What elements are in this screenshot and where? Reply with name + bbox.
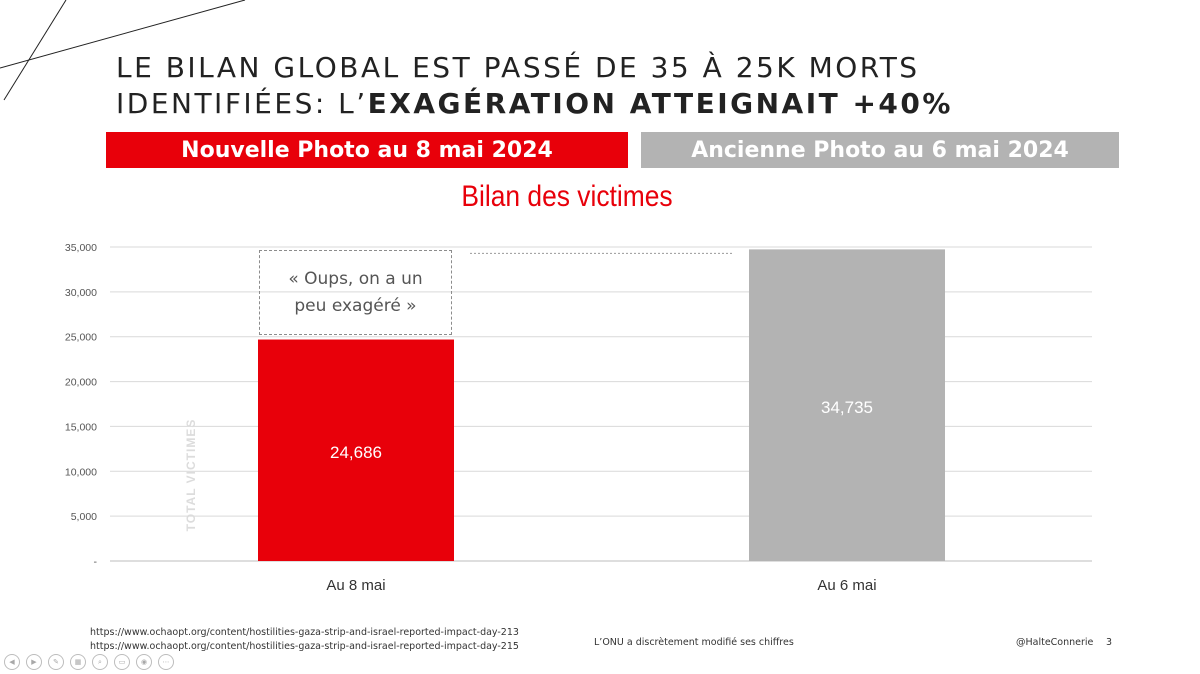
slideshow-controls: ◀ ▶ ✎ ▦ ⌕ ▭ ◉ ⋯: [4, 654, 174, 670]
slides-icon[interactable]: ▦: [70, 654, 86, 670]
more-icon[interactable]: ⋯: [158, 654, 174, 670]
chart-title: Bilan des victimes: [461, 180, 673, 213]
y-tick-label: 30,000: [65, 287, 97, 299]
new-photo-banner: Nouvelle Photo au 8 mai 2024: [106, 132, 628, 168]
title-line-2-regular: IDENTIFIÉES: L’: [116, 87, 368, 120]
y-tick-label: 35,000: [65, 242, 97, 254]
title-line-1: LE BILAN GLOBAL EST PASSÉ DE 35 À 25K MO…: [116, 51, 920, 84]
subtitles-icon[interactable]: ▭: [114, 654, 130, 670]
old-photo-banner: Ancienne Photo au 6 mai 2024: [641, 132, 1119, 168]
sources: https://www.ochaopt.org/content/hostilit…: [90, 626, 519, 654]
title-line-2-bold: EXAGÉRATION ATTEIGNAIT +40%: [367, 87, 953, 120]
zoom-icon[interactable]: ⌕: [92, 654, 108, 670]
source-link-1[interactable]: https://www.ochaopt.org/content/hostilit…: [90, 627, 519, 638]
prev-icon[interactable]: ◀: [4, 654, 20, 670]
y-tick-label: -: [94, 556, 98, 568]
bar-value-label: 34,735: [821, 398, 873, 417]
new-photo-banner-label: Nouvelle Photo au 8 mai 2024: [181, 137, 553, 163]
page-title: LE BILAN GLOBAL EST PASSÉ DE 35 À 25K MO…: [116, 50, 1116, 122]
next-icon[interactable]: ▶: [26, 654, 42, 670]
old-photo-banner-label: Ancienne Photo au 6 mai 2024: [691, 137, 1069, 163]
annotation-line-1: « Oups, on a un: [288, 268, 423, 289]
annotation-box: « Oups, on a un peu exagéré »: [259, 250, 452, 335]
bar-value-label: 24,686: [330, 443, 382, 462]
page-number: 3: [1106, 637, 1113, 648]
annotation-line-2: peu exagéré »: [294, 295, 417, 316]
bar-1: [258, 339, 454, 561]
y-tick-label: 15,000: [65, 421, 97, 433]
camera-icon[interactable]: ◉: [136, 654, 152, 670]
source-link-2[interactable]: https://www.ochaopt.org/content/hostilit…: [90, 641, 519, 652]
y-tick-label: 10,000: [65, 466, 97, 478]
x-tick-label: Au 6 mai: [817, 577, 876, 594]
y-tick-label: 20,000: [65, 377, 97, 389]
footer-handle: @HalteConnerie: [1016, 637, 1094, 648]
y-tick-label: 25,000: [65, 332, 97, 344]
x-tick-label: Au 8 mai: [326, 577, 385, 594]
y-axis-label: TOTAL VICTIMES: [184, 419, 198, 532]
footer-caption: L’ONU a discrètement modifié ses chiffre…: [594, 637, 794, 648]
pen-icon[interactable]: ✎: [48, 654, 64, 670]
decorative-lines: [0, 0, 246, 101]
bar-2: [749, 249, 945, 561]
y-tick-label: 5,000: [71, 511, 97, 523]
